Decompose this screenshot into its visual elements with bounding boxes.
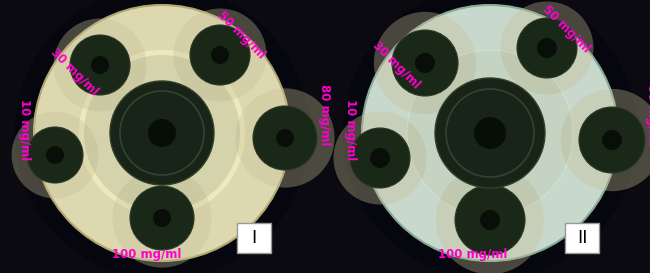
- Text: 50 mg/ml: 50 mg/ml: [215, 9, 268, 61]
- Circle shape: [408, 51, 573, 215]
- Ellipse shape: [79, 50, 245, 216]
- Circle shape: [436, 166, 544, 273]
- Ellipse shape: [362, 5, 618, 261]
- Circle shape: [12, 112, 98, 198]
- FancyBboxPatch shape: [565, 223, 599, 253]
- Text: II: II: [577, 229, 588, 247]
- Circle shape: [253, 106, 317, 170]
- Text: 50 mg/ml: 50 mg/ml: [540, 3, 593, 55]
- Circle shape: [579, 107, 645, 173]
- Circle shape: [153, 209, 171, 227]
- Circle shape: [333, 111, 426, 204]
- Circle shape: [374, 12, 476, 114]
- Circle shape: [190, 25, 250, 85]
- Circle shape: [561, 89, 650, 191]
- Circle shape: [350, 128, 410, 188]
- Text: 30 mg/ml: 30 mg/ml: [48, 46, 101, 98]
- Circle shape: [91, 56, 109, 74]
- Text: 100 mg/ml: 100 mg/ml: [112, 248, 181, 261]
- Circle shape: [70, 35, 130, 95]
- Circle shape: [84, 55, 240, 211]
- Circle shape: [370, 148, 390, 168]
- Text: 100 mg/ml: 100 mg/ml: [438, 248, 508, 261]
- Text: 10 mg/ml: 10 mg/ml: [18, 99, 31, 161]
- Circle shape: [211, 46, 229, 64]
- Ellipse shape: [407, 50, 573, 216]
- Ellipse shape: [34, 5, 290, 261]
- Circle shape: [148, 119, 176, 147]
- Circle shape: [235, 88, 335, 188]
- Circle shape: [474, 117, 506, 149]
- Circle shape: [174, 8, 266, 102]
- FancyBboxPatch shape: [237, 223, 271, 253]
- Circle shape: [415, 53, 435, 73]
- Circle shape: [392, 30, 458, 96]
- Circle shape: [130, 186, 194, 250]
- Text: I: I: [252, 229, 257, 247]
- Circle shape: [500, 1, 593, 94]
- Circle shape: [46, 146, 64, 164]
- Circle shape: [537, 38, 557, 58]
- Text: 80 mg/ml: 80 mg/ml: [318, 84, 331, 146]
- Circle shape: [276, 129, 294, 147]
- Circle shape: [112, 168, 212, 268]
- Text: 80 mg/ml: 80 mg/ml: [645, 84, 650, 146]
- Circle shape: [602, 130, 622, 150]
- Circle shape: [53, 19, 146, 111]
- Circle shape: [435, 78, 545, 188]
- Circle shape: [455, 185, 525, 255]
- Circle shape: [110, 81, 214, 185]
- Circle shape: [27, 127, 83, 183]
- Text: 10 mg/ml: 10 mg/ml: [344, 99, 357, 161]
- Ellipse shape: [343, 0, 637, 273]
- Ellipse shape: [15, 0, 309, 273]
- Text: 30 mg/ml: 30 mg/ml: [370, 39, 422, 91]
- Circle shape: [480, 210, 500, 230]
- Circle shape: [517, 18, 577, 78]
